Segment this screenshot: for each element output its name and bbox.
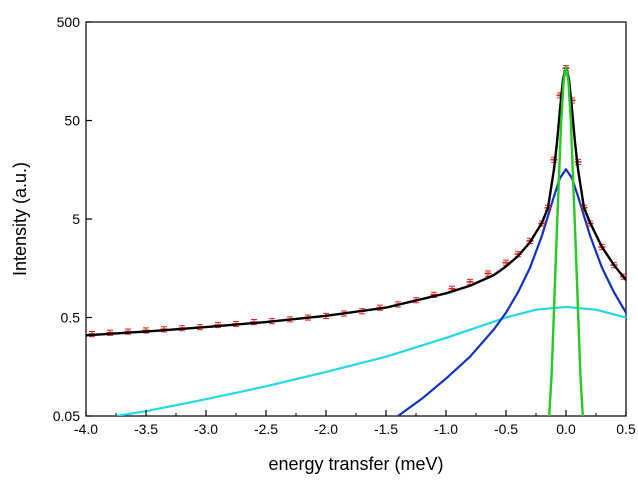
x-tick-label: -1.0 <box>434 421 458 437</box>
x-tick-label: -0.5 <box>494 421 518 437</box>
y-tick-label: 500 <box>57 14 81 30</box>
y-tick-label: 50 <box>64 113 80 129</box>
broad-component-line <box>396 168 626 416</box>
fit-total-line <box>86 65 626 337</box>
x-tick-label: -2.5 <box>254 421 278 437</box>
data-layer <box>86 65 626 416</box>
y-tick-label: 0.05 <box>53 408 80 424</box>
background-component-line <box>114 305 626 416</box>
x-tick-label: -4.0 <box>74 421 98 437</box>
x-tick-label: -2.0 <box>314 421 338 437</box>
x-tick-label: -1.5 <box>374 421 398 437</box>
y-axis-label: Intensity (a.u.) <box>10 162 30 276</box>
x-tick-label: -3.0 <box>194 421 218 437</box>
y-axis: 0.05 0.5 5 50 500 <box>53 14 92 424</box>
x-tick-label: 0.0 <box>556 421 576 437</box>
x-tick-label: -3.5 <box>134 421 158 437</box>
x-tick-label: 0.5 <box>616 421 636 437</box>
narrow-component-line <box>548 65 584 416</box>
x-axis: -4.0 -3.5 -3.0 -2.5 -2.0 -1.5 -1.0 -0.5 0.0 0.5 <box>74 410 636 437</box>
plot-series <box>86 65 626 416</box>
y-tick-label: 0.5 <box>61 310 81 326</box>
plot-area <box>85 21 627 417</box>
x-axis-label: energy transfer (meV) <box>268 454 443 474</box>
y-tick-label: 5 <box>72 211 80 227</box>
